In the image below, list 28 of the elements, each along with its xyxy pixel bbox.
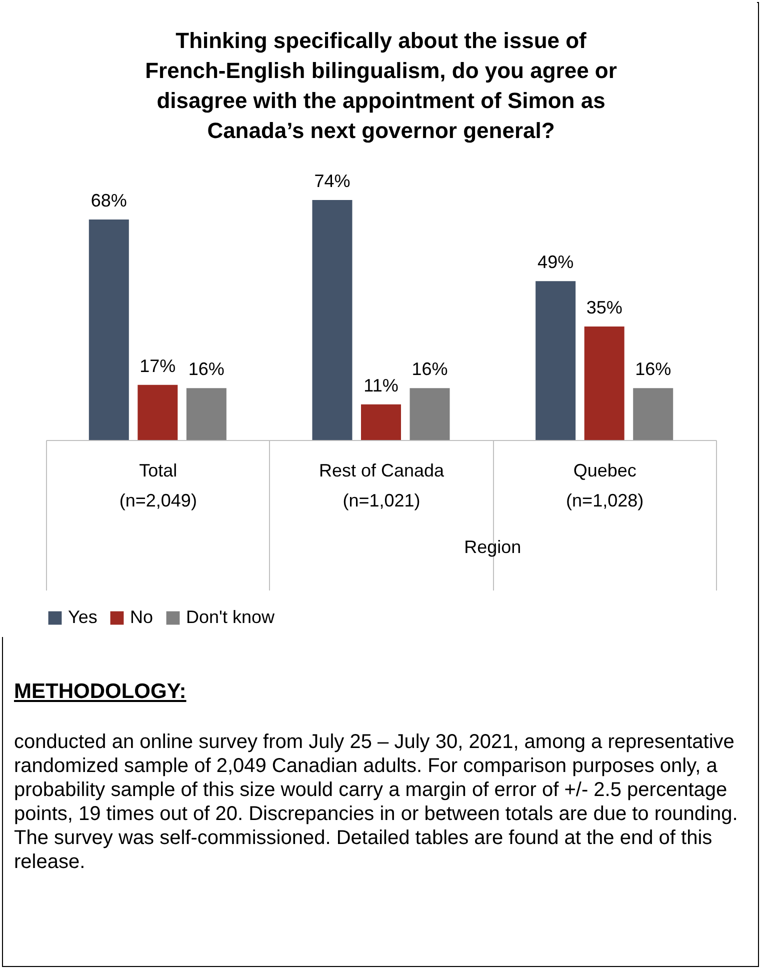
chart-title: Thinking specifically about the issue of French-English bilingualism, do you agree or disagree with the appointment of Simon as Canada’s next governor general? bbox=[145, 28, 618, 143]
x-tick-label: Quebec (n=1,028) bbox=[566, 460, 644, 510]
data-label: 49% bbox=[538, 252, 574, 272]
bar bbox=[186, 388, 226, 440]
text: Region bbox=[464, 537, 522, 557]
bar bbox=[633, 388, 674, 440]
x-tick-label: Total (n=2,049) bbox=[119, 460, 197, 510]
x-tick-label: Rest of Canada (n=1,021) bbox=[318, 460, 446, 510]
bar bbox=[410, 388, 450, 440]
data-label: 74% bbox=[314, 171, 350, 191]
legend-label: Don't know bbox=[186, 607, 276, 627]
bar bbox=[536, 281, 576, 440]
data-label: 17% bbox=[140, 356, 176, 376]
bar bbox=[361, 404, 401, 440]
data-label: 11% bbox=[364, 375, 398, 396]
bar bbox=[584, 326, 624, 440]
bar bbox=[312, 200, 352, 440]
legend-label: Yes bbox=[68, 607, 98, 627]
bar bbox=[88, 219, 129, 440]
data-label: 16% bbox=[412, 359, 448, 380]
data-label: 16% bbox=[635, 359, 672, 380]
text: METHODOLOGY: bbox=[14, 680, 186, 704]
bar bbox=[138, 384, 178, 440]
text: conducted an online survey from July 25 – July 30, 2021, among a representative randomized sample of 2,049 Canadian adults. For comparison purposes only, a probability sample of this size would carry a margin of error of +/- 2.5 percentage points, 19 times out of 20. Discrepancies in or between totals are due to rounding. The survey was self-commissioned. Detailed tables are found at the end of this release. bbox=[14, 730, 739, 874]
data-label: 16% bbox=[188, 359, 224, 380]
legend-label: No bbox=[130, 607, 154, 627]
data-label: 68% bbox=[90, 190, 127, 210]
data-label: 35% bbox=[586, 297, 622, 318]
